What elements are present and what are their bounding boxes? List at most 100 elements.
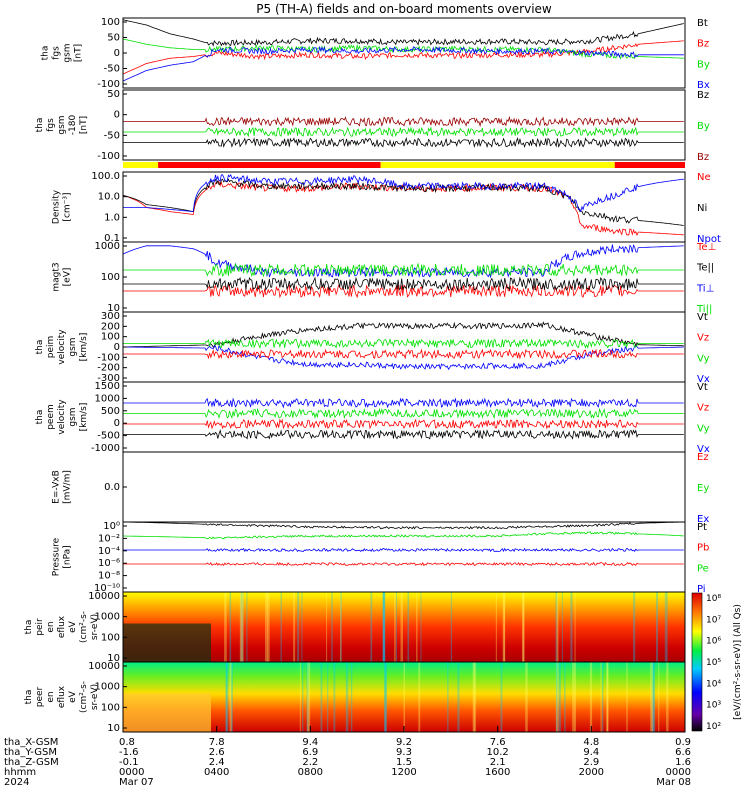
spectrogram-streak bbox=[558, 662, 561, 732]
legend-entry: Ti⊥ bbox=[696, 283, 714, 294]
y-axis-label: [km/s] bbox=[79, 333, 89, 362]
y-tick-label: 100 bbox=[101, 272, 120, 283]
spectrogram-streak bbox=[240, 592, 244, 662]
spectrogram-streak bbox=[407, 592, 410, 662]
legend-entry: Vx bbox=[697, 444, 710, 455]
colorbar-label: [eV/(cm²-s-sr-eV)] (All Qs) bbox=[733, 604, 743, 720]
x-row-value: 9.3 bbox=[396, 747, 412, 758]
spectrogram-streak bbox=[299, 662, 301, 732]
y-tick-label: 1000 bbox=[95, 682, 120, 693]
series-Ti|| bbox=[123, 262, 684, 278]
x-row-value: Mar 08 bbox=[656, 777, 691, 788]
spectrogram-quiet-region bbox=[123, 693, 211, 732]
spectrogram-streak bbox=[241, 592, 244, 662]
y-axis-label: eflux bbox=[57, 615, 67, 638]
spectrogram-streak bbox=[555, 662, 558, 732]
y-tick-label: 1000 bbox=[95, 241, 120, 252]
y-axis-label: sr-eV) bbox=[90, 684, 100, 710]
spectrogram-streak bbox=[333, 662, 336, 732]
series-Te⊥ bbox=[123, 283, 684, 299]
x-row-value: 7.6 bbox=[490, 737, 506, 748]
panel-frame bbox=[122, 311, 686, 383]
y-axis-label: tha bbox=[24, 620, 34, 635]
chart-title: P5 (TH-A) fields and on-board moments ov… bbox=[256, 2, 552, 16]
spectrogram-streak bbox=[350, 662, 353, 732]
y-tick-label: 0.0 bbox=[104, 482, 120, 493]
spectrogram-image bbox=[123, 662, 685, 732]
y-axis-label: eV bbox=[68, 620, 78, 633]
spectrogram-quiet-region bbox=[123, 623, 211, 662]
x-row-value: 0000 bbox=[119, 767, 144, 778]
y-axis-label: fgs bbox=[52, 46, 62, 60]
spectrogram-streak bbox=[340, 592, 342, 662]
legend-entry: Vt bbox=[697, 382, 708, 393]
spectrogram-streak bbox=[320, 662, 323, 732]
legend-entry: Pe bbox=[697, 563, 709, 574]
series-Vx bbox=[123, 397, 684, 409]
legend-entry: Bz bbox=[697, 39, 709, 50]
spectrogram-streak bbox=[666, 662, 669, 732]
y-axis-label: [eV] bbox=[63, 268, 73, 287]
spectrogram-streak bbox=[420, 592, 422, 662]
y-tick-label: 200 bbox=[101, 321, 120, 332]
y-tick-label: 10000 bbox=[88, 661, 120, 672]
x-row-value: -1.6 bbox=[119, 747, 139, 758]
spectrogram-streak bbox=[384, 662, 387, 732]
spectrogram-streak bbox=[370, 592, 373, 662]
y-axis-label: [km/s] bbox=[79, 403, 89, 432]
spectrogram-streak bbox=[589, 662, 593, 732]
spectrogram-streak bbox=[229, 662, 232, 732]
legend-entry: Bt bbox=[697, 18, 708, 29]
x-row-value: 1.6 bbox=[675, 757, 691, 768]
spectrogram-streak bbox=[633, 592, 636, 662]
x-row-value: 2.1 bbox=[490, 757, 506, 768]
y-tick-label: 10⁻² bbox=[98, 533, 120, 544]
x-row-label: tha_Z-GSM bbox=[4, 757, 59, 768]
spectrogram-streak bbox=[293, 592, 296, 662]
series-Vz bbox=[123, 348, 684, 360]
y-tick-label: 10⁻⁴ bbox=[98, 546, 120, 557]
y-axis-label: sr-eV) bbox=[90, 614, 100, 640]
series-Vz bbox=[123, 418, 684, 430]
spectrogram-streak bbox=[416, 592, 418, 662]
status-segment bbox=[123, 162, 159, 168]
spectrogram-streak bbox=[502, 592, 505, 662]
spectrogram-streak bbox=[447, 662, 449, 732]
y-axis-label: Pressure bbox=[52, 537, 62, 576]
x-row-value: 2.9 bbox=[583, 757, 599, 768]
x-row-value: 0000 bbox=[666, 767, 691, 778]
legend-entry: Ey bbox=[697, 483, 709, 494]
spectrogram-streak bbox=[384, 662, 387, 732]
y-tick-label: 10 bbox=[107, 653, 120, 664]
y-axis-label: peir bbox=[35, 618, 45, 636]
spectrogram-streak bbox=[495, 592, 497, 662]
y-axis-label: E=-VxB bbox=[52, 470, 62, 504]
series-Pi bbox=[123, 547, 684, 553]
spectrogram-streak bbox=[574, 592, 576, 662]
legend-entry: Vt bbox=[697, 312, 708, 323]
panel-fgs_gse: 50 0 -50 -100 tha fgs gsm -180 [nT] Bz By Bz bbox=[35, 89, 710, 163]
series-Npot bbox=[123, 173, 684, 213]
spectrogram-streak bbox=[574, 662, 577, 732]
y-axis-label: [nT] bbox=[74, 44, 84, 62]
spectrogram-streak bbox=[500, 662, 503, 732]
y-tick-label: -1000 bbox=[91, 443, 120, 454]
y-axis-label: gsm bbox=[63, 43, 73, 62]
y-axis-label: velocity bbox=[57, 399, 67, 435]
x-row-value: 0.9 bbox=[675, 737, 691, 748]
spectrogram-streak bbox=[327, 662, 329, 732]
x-row-value: 2.2 bbox=[302, 757, 318, 768]
y-axis-label: tha bbox=[24, 690, 34, 705]
series-Vx bbox=[123, 344, 684, 371]
series-Bt bbox=[122, 19, 684, 47]
spectrogram-streak bbox=[306, 662, 309, 732]
spectrogram-streak bbox=[655, 592, 659, 662]
legend-entry: Ez bbox=[697, 452, 709, 463]
spectrogram-streak bbox=[382, 592, 386, 662]
y-tick-label: 500 bbox=[101, 406, 120, 417]
y-axis-label: velocity bbox=[57, 329, 67, 365]
panel-frame bbox=[122, 381, 686, 453]
x-row-label: tha_X-GSM bbox=[4, 737, 58, 748]
y-axis-label: (cm²-s- bbox=[79, 681, 89, 713]
